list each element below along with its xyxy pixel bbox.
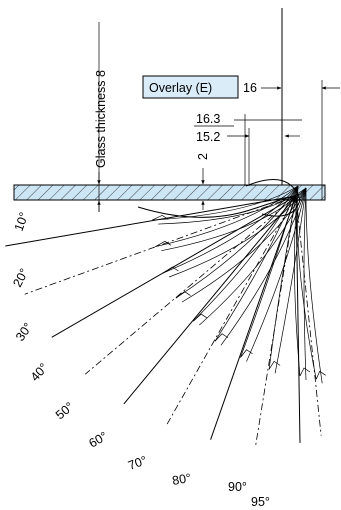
hinge-arm-40 [175,185,299,299]
hinge-arm-outer-30 [169,187,307,278]
angle-label-60: 60° [87,429,110,451]
angle-label-40: 40° [28,361,51,384]
door-position-40 [84,195,297,375]
angle-label-90: 90° [228,480,247,494]
angle-label-50: 50° [53,399,76,422]
overlay-label: Overlay (E) [149,81,212,95]
hinge-arm-outer-70 [246,187,307,362]
angle-label-95: 95° [251,495,270,509]
hinge-arm-outer-50 [199,187,307,326]
glass-hatch [14,185,325,200]
hinge-arm-outer-90 [303,187,307,381]
angle-label-20: 20° [10,266,31,289]
door-position-95 [295,195,322,436]
hinge-arm-closed [137,193,301,218]
hinge-arm-tip-10 [152,214,169,221]
hinge-cup [245,179,301,217]
door-position-50 [123,195,297,405]
door-position-30 [51,195,297,338]
hinge-arm-tip-40 [175,291,191,299]
hinge-arm-70 [240,185,299,358]
hinge-arm-tip-30 [162,266,179,274]
angle-label-80: 80° [171,471,192,488]
angle-label-30: 30° [13,320,35,344]
angle-label-10: 10° [12,210,32,233]
hinge-arm-50 [193,185,299,322]
door-position-90 [295,195,301,443]
hinge-arm-tip-50 [193,313,208,322]
door-position-10 [5,195,297,247]
door-position-60 [165,195,297,427]
hinge-arm-80 [268,185,299,370]
hinge-arm-outer-60 [220,187,307,346]
hinge-sweep-arcs [137,179,326,384]
hinge-arm-outer-40 [181,187,307,303]
hinge-arm-outer-95 [305,187,323,384]
door-opening-positions [5,195,322,446]
angle-labels: 10° 20° 30° 40°50° 60° 70° 80° 90° 95° [10,210,270,509]
dim-16-3-label: 16.3 [196,112,220,126]
glass-thickness-label: Glass thickness 8 [94,70,108,168]
hinge-arm-tip-60 [214,333,229,342]
overlay-value-label: 16 [243,81,257,95]
hinge-arm-outer-80 [274,187,307,374]
hinge-arm-tip-90 [299,367,311,377]
hinge-arm-tip-95 [315,370,326,380]
overlay-label-box [142,75,239,99]
hinge-arm-tip-80 [268,360,281,370]
hinge-arm-20 [155,185,299,248]
hinge-arm-90 [294,185,301,377]
door-position-70 [210,195,297,440]
dim-15-2-label: 15.2 [196,130,220,144]
hinge-arm-95 [296,185,317,380]
hinge-arm-30 [163,185,299,274]
hinge-arm-tip-70 [240,349,253,358]
hinge-arm-60 [214,185,299,342]
hinge-arm-tip-20 [155,240,172,247]
dim-2-label: 2 [196,153,210,160]
angle-label-70: 70° [126,453,149,473]
hinge-arm-10 [152,185,299,221]
